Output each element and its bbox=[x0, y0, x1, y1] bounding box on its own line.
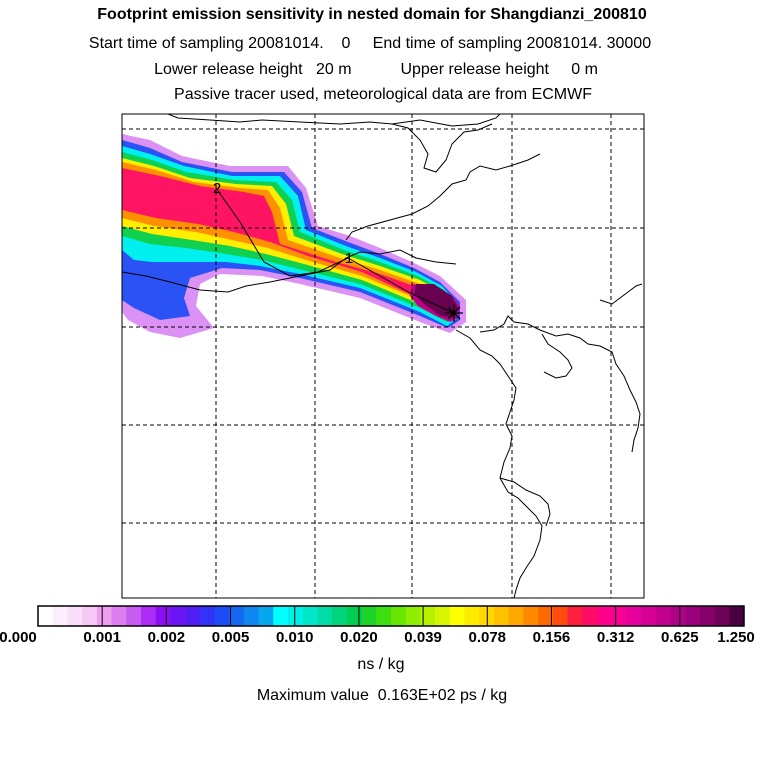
colorbar bbox=[37, 605, 745, 627]
colorbar-swatch bbox=[346, 606, 362, 626]
colorbar-swatch bbox=[538, 606, 554, 626]
colorbar-swatch bbox=[243, 606, 259, 626]
maximum-value-number: 0.163E+02 ps / kg bbox=[377, 687, 508, 704]
colorbar-swatch bbox=[52, 606, 68, 626]
colorbar-swatch bbox=[126, 606, 142, 626]
colorbar-swatch bbox=[655, 606, 671, 626]
colorbar-swatch bbox=[111, 606, 127, 626]
colorbar-swatch bbox=[420, 606, 436, 626]
sampling-times: Start time of sampling 20081014. 0 End t… bbox=[0, 35, 754, 53]
colorbar-tick-label: 0.000 bbox=[0, 629, 37, 646]
colorbar-swatch bbox=[508, 606, 524, 626]
colorbar-swatch bbox=[479, 606, 495, 626]
colorbar-swatch bbox=[317, 606, 333, 626]
coast-peninsula bbox=[391, 123, 493, 173]
colorbar-swatch bbox=[96, 606, 112, 626]
upper-height-value: 0 m bbox=[571, 61, 598, 78]
colorbar-swatch bbox=[714, 606, 730, 626]
footprint-plume bbox=[122, 134, 466, 338]
colorbar-swatch bbox=[199, 606, 215, 626]
coast-east bbox=[455, 329, 543, 598]
colorbar-swatch bbox=[405, 606, 421, 626]
colorbar-swatch bbox=[729, 606, 745, 626]
colorbar-swatch bbox=[493, 606, 509, 626]
colorbar-swatch bbox=[435, 606, 451, 626]
colorbar-swatch bbox=[523, 606, 539, 626]
lower-height-label: Lower release height bbox=[154, 61, 303, 78]
colorbar-swatch bbox=[185, 606, 201, 626]
coast-shoreline-2 bbox=[599, 283, 643, 305]
colorbar-swatch bbox=[464, 606, 480, 626]
coast-peninsula-2 bbox=[541, 333, 573, 379]
map-frame bbox=[121, 113, 645, 599]
colorbar-swatch bbox=[273, 606, 289, 626]
colorbar-swatch bbox=[258, 606, 274, 626]
colorbar-swatch bbox=[170, 606, 186, 626]
colorbar-swatch bbox=[376, 606, 392, 626]
colorbar-tick-label: 0.010 bbox=[275, 629, 314, 646]
lower-height-value: 20 m bbox=[315, 61, 352, 78]
plume-core bbox=[122, 168, 444, 310]
colorbar-tick-label: 0.039 bbox=[404, 629, 442, 646]
maximum-value: Maximum value 0.163E+02 ps / kg bbox=[0, 687, 766, 705]
tracer-note: Passive tracer used, meteorological data… bbox=[174, 86, 592, 103]
cluster-trajectory bbox=[215, 187, 455, 314]
colorbar-tick-label: 1.250 bbox=[717, 629, 755, 646]
border-ne bbox=[345, 153, 541, 241]
colorbar-swatch bbox=[641, 606, 657, 626]
colorbar-tick-label: 0.312 bbox=[596, 629, 635, 646]
colorbar-swatch bbox=[626, 606, 642, 626]
colorbar-swatch bbox=[288, 606, 304, 626]
start-time-label: Start time of sampling bbox=[88, 35, 244, 52]
colorbar-swatch bbox=[611, 606, 627, 626]
coastlines bbox=[122, 114, 643, 598]
colorbar-swatch bbox=[214, 606, 230, 626]
start-time-hour: 0 bbox=[341, 35, 351, 52]
end-time-value: 20081014. 30000 bbox=[526, 35, 652, 52]
colorbar-tick-label: 0.001 bbox=[83, 629, 121, 646]
release-heights: Lower release height 20 m Upper release … bbox=[0, 61, 760, 79]
colorbar-swatch bbox=[302, 606, 318, 626]
border-main bbox=[122, 249, 457, 293]
colorbar-swatch bbox=[38, 606, 54, 626]
colorbar-swatch bbox=[699, 606, 715, 626]
maximum-value-label: Maximum value bbox=[256, 687, 369, 704]
colorbar-swatch bbox=[582, 606, 598, 626]
colorbar-tick-label: 0.078 bbox=[468, 629, 507, 646]
colorbar-swatch bbox=[229, 606, 245, 626]
colorbar-swatch bbox=[391, 606, 407, 626]
colorbar-tick-label: 0.005 bbox=[211, 629, 250, 646]
colorbar-tick-label: 0.020 bbox=[340, 629, 378, 646]
colorbar-swatch bbox=[82, 606, 98, 626]
coast-north bbox=[167, 114, 501, 127]
colorbar-tick-label: 0.002 bbox=[147, 629, 186, 646]
colorbar-swatch bbox=[140, 606, 156, 626]
colorbar-swatch bbox=[670, 606, 686, 626]
start-time-value: 20081014. bbox=[248, 35, 324, 52]
end-time-label: End time of sampling bbox=[372, 35, 523, 52]
coast-south bbox=[499, 477, 551, 527]
upper-height-label: Upper release height bbox=[400, 61, 549, 78]
colorbar-swatch bbox=[67, 606, 83, 626]
colorbar-tick-label: 0.156 bbox=[532, 629, 571, 646]
colorbar-swatch bbox=[685, 606, 701, 626]
asterisk-icon bbox=[445, 304, 463, 322]
plume-label-1: 1 bbox=[345, 250, 353, 267]
colorbar-swatch bbox=[552, 606, 568, 626]
colorbar-frame bbox=[37, 605, 745, 627]
colorbar-swatch bbox=[155, 606, 171, 626]
plume-label-2: 2 bbox=[213, 180, 221, 197]
plot-title: Footprint emission sensitivity in nested… bbox=[97, 6, 647, 23]
colorbar-unit: ns / kg bbox=[357, 656, 405, 673]
colorbar-swatch bbox=[332, 606, 348, 626]
coast-bay bbox=[479, 315, 641, 453]
colorbar-swatch bbox=[567, 606, 583, 626]
colorbar-swatch bbox=[596, 606, 612, 626]
colorbar-swatch bbox=[449, 606, 465, 626]
colorbar-tick-label: 0.625 bbox=[661, 629, 699, 646]
graticule bbox=[122, 114, 644, 598]
colorbar-swatch bbox=[361, 606, 377, 626]
